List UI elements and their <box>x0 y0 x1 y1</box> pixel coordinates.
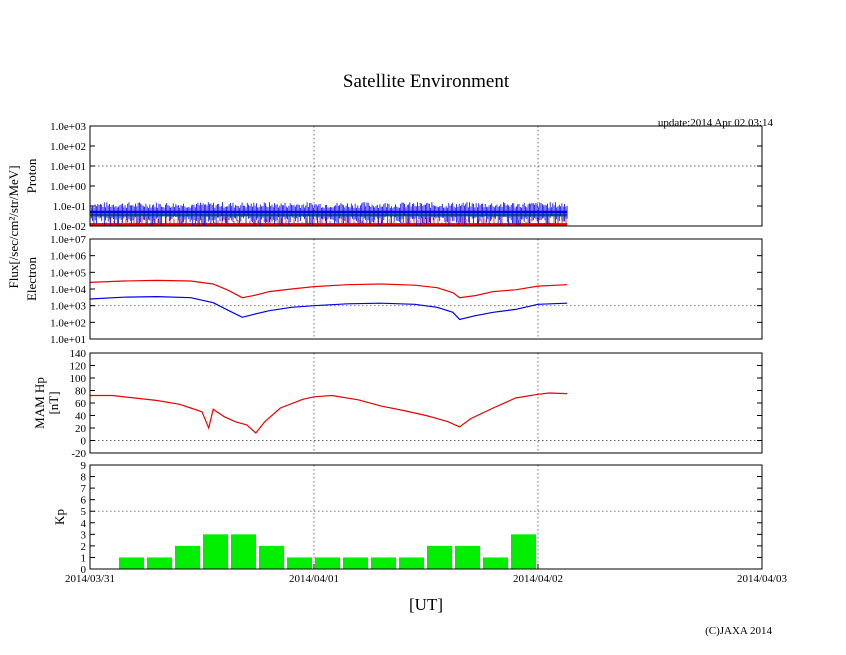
kp-bar <box>287 557 312 569</box>
y-tick-label: 0 <box>81 564 87 576</box>
kp-bar <box>483 557 508 569</box>
y-axis-label: Electron <box>24 256 39 301</box>
y-tick-label: 5 <box>81 506 87 518</box>
y-tick-label: 9 <box>81 460 87 472</box>
chart-panels: 1.0e-021.0e-011.0e+001.0e+011.0e+021.0e+… <box>24 121 788 585</box>
y-tick-label: 1 <box>81 552 87 564</box>
y-axis-label: Proton <box>24 158 39 193</box>
x-axis-label: [UT] <box>409 595 443 614</box>
y-axis-label: Kp <box>52 509 67 525</box>
copyright: (C)JAXA 2014 <box>705 625 772 637</box>
x-tick-label: 2014/03/31 <box>65 573 115 585</box>
kp-bar <box>259 545 284 569</box>
kp-bar <box>343 557 368 569</box>
y-tick-label: 1.0e+00 <box>50 181 86 193</box>
panel-frame <box>89 125 763 227</box>
update-timestamp: update:2014 Apr 02 03:14 <box>658 117 774 129</box>
series-line-low-energy <box>89 295 568 321</box>
y-tick-label: 7 <box>81 483 87 495</box>
y-tick-label: 1.0e+03 <box>50 301 86 313</box>
panel-electron: 1.0e+01 1.0e+02 1.0e+03 1.0e+04 1.0e+05 1.0e+… <box>24 234 763 346</box>
kp-bar <box>427 545 452 569</box>
series-line-Hp <box>90 392 568 434</box>
y-tick-label: 60 <box>75 398 87 410</box>
y-tick-label: 1.0e+01 <box>50 334 86 346</box>
kp-bar <box>231 534 256 569</box>
x-tick-label: 2014/04/02 <box>513 573 563 585</box>
panel-frame <box>89 238 763 340</box>
y-tick-label: 8 <box>81 472 87 484</box>
series-line-high-energy <box>89 279 568 299</box>
x-tick-label: 2014/04/01 <box>289 573 339 585</box>
y-tick-label: 40 <box>75 411 87 423</box>
y-tick-label: 3 <box>81 529 87 541</box>
kp-bar <box>315 557 340 569</box>
y-tick-label: 1.0e+02 <box>50 317 86 329</box>
flux-axis-label: Flux[/sec/cm²/str/MeV] <box>6 165 21 288</box>
y-tick-label: 1.0e-02 <box>53 221 86 233</box>
kp-bar <box>399 557 424 569</box>
y-tick-label: -20 <box>71 448 86 460</box>
y-tick-label: 1.0e+07 <box>50 234 86 246</box>
y-tick-label: 6 <box>81 495 87 507</box>
kp-bar <box>455 545 480 569</box>
chart-title: Satellite Environment <box>343 71 510 92</box>
y-tick-label: 100 <box>70 373 87 385</box>
y-tick-label: 1.0e+05 <box>50 267 86 279</box>
panel-frame <box>89 464 763 570</box>
y-axis-unit: [nT] <box>46 391 61 414</box>
panel-frame <box>89 352 763 454</box>
kp-bar <box>119 557 144 569</box>
y-tick-label: 1.0e+06 <box>50 251 86 263</box>
panel-proton: 1.0e-02 1.0e-01 1.0e+00 1.0e+01 1.0e+02 1.0e+… <box>24 121 763 233</box>
kp-bar <box>147 557 172 569</box>
y-tick-label: 2 <box>81 541 87 553</box>
x-tick-label: 2014/04/03 <box>737 573 788 585</box>
y-tick-label: 1.0e+03 <box>50 121 86 133</box>
kp-bar <box>371 557 396 569</box>
y-tick-label: 0 <box>81 436 87 448</box>
y-tick-label: 20 <box>75 423 87 435</box>
y-axis-label: MAM Hp <box>32 377 47 429</box>
y-tick-label: 1.0e+04 <box>50 284 86 296</box>
y-tick-label: 1.0e+02 <box>50 141 86 153</box>
y-tick-label: 140 <box>70 348 87 360</box>
y-tick-label: 4 <box>81 518 87 530</box>
kp-bar <box>203 534 228 569</box>
y-tick-label: 1.0e-01 <box>53 201 86 213</box>
y-tick-label: 120 <box>70 361 87 373</box>
y-tick-label: 80 <box>75 386 87 398</box>
kp-bar <box>511 534 536 569</box>
kp-bar <box>175 545 200 569</box>
y-tick-label: 1.0e+01 <box>50 161 86 173</box>
